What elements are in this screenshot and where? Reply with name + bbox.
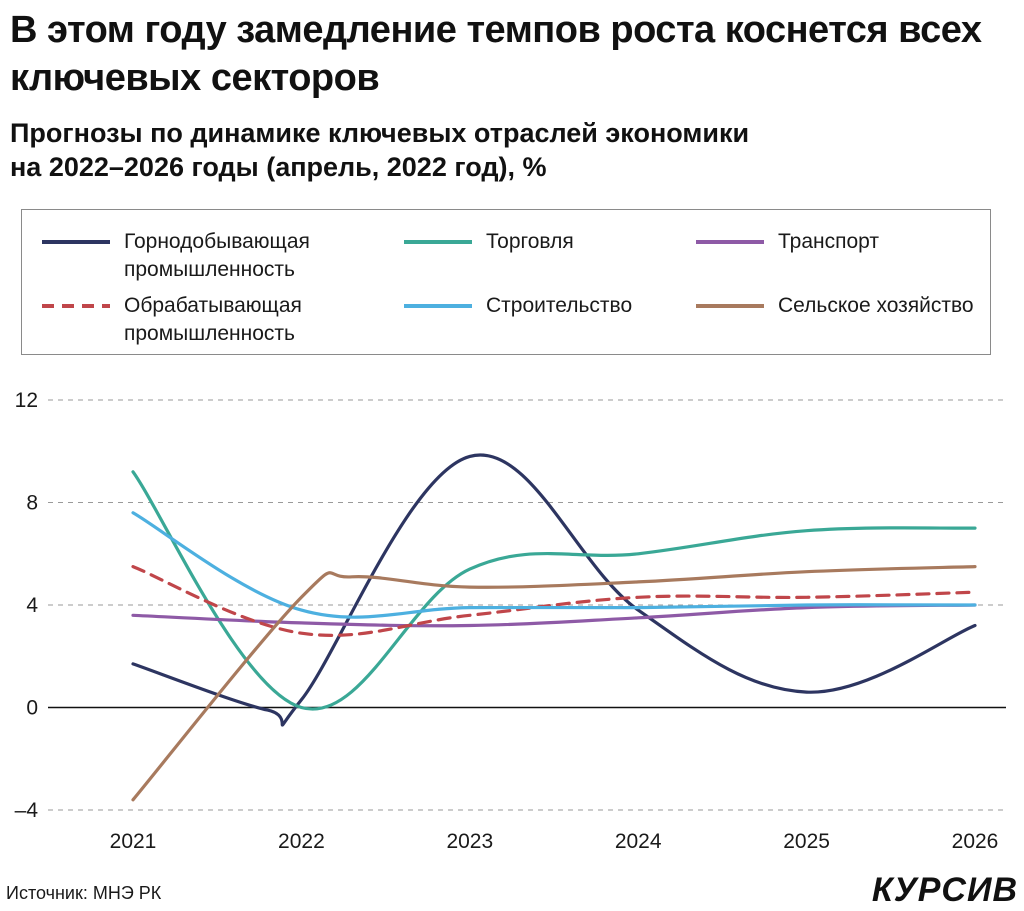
y-tick-label: 8 <box>26 492 38 515</box>
series-line-trade <box>131 470 977 711</box>
series-line-manufacturing <box>131 565 977 637</box>
x-tick-label: 2023 <box>446 830 493 853</box>
legend-label-mining-line-1: Горнодобывающая <box>124 230 310 253</box>
legend-label-manufacturing-line-1: Обрабатывающая <box>124 294 302 317</box>
x-tick-label: 2026 <box>952 830 999 853</box>
x-tick-label: 2022 <box>278 830 325 853</box>
chart-subtitle-line-1: Прогнозы по динамике ключевых отраслей э… <box>10 118 750 148</box>
legend-label-manufacturing: Обрабатывающая промышленность <box>124 292 302 348</box>
legend-label-manufacturing-line-2: промышленность <box>124 322 295 345</box>
legend-label-mining-line-2: промышленность <box>124 258 295 281</box>
source-note: Источник: МНЭ РК <box>6 883 162 903</box>
x-axis-ticks: 2021 2022 2023 2024 2025 2026 <box>110 830 999 853</box>
legend-swatch-mining <box>42 240 110 244</box>
series-line-construction <box>131 511 977 619</box>
legend-label-trade: Торговля <box>486 230 574 253</box>
x-tick-label: 2025 <box>783 830 830 853</box>
chart-subtitle-line-2: на 2022–2026 годы (апрель, 2022 год), % <box>10 152 547 182</box>
legend-swatch-trade <box>404 240 472 244</box>
y-tick-label: 0 <box>26 697 38 720</box>
chart-subtitle: Прогнозы по динамике ключевых отраслей э… <box>10 116 1010 184</box>
y-tick-label: –4 <box>15 799 39 822</box>
legend-swatch-manufacturing <box>42 304 110 308</box>
series-line-mining <box>131 453 977 727</box>
legend-label-agriculture: Сельское хозяйство <box>778 294 974 317</box>
legend-label-mining: Горнодобывающая промышленность <box>124 228 310 284</box>
legend-swatch-construction <box>404 304 472 308</box>
x-tick-label: 2024 <box>615 830 662 853</box>
y-axis-ticks: –4 0 4 8 12 <box>15 389 39 822</box>
legend-swatch-agriculture <box>696 304 764 308</box>
series-lines <box>131 453 977 802</box>
legend-label-construction: Строительство <box>486 294 633 317</box>
legend-label-transport: Транспорт <box>778 230 879 253</box>
legend-swatch-transport <box>696 240 764 244</box>
line-chart: –4 0 4 8 12 2021 2022 2023 2024 2025 2026 <box>15 389 1006 853</box>
series-line-agriculture <box>131 565 977 802</box>
brand-logo: КУРСИВ <box>871 871 1018 909</box>
y-tick-label: 12 <box>15 389 38 412</box>
y-tick-label: 4 <box>26 594 38 617</box>
page-title: В этом году замедление темпов роста косн… <box>10 9 982 99</box>
x-tick-label: 2021 <box>110 830 157 853</box>
chart-legend: Горнодобывающая промышленность Торговля … <box>21 209 991 355</box>
